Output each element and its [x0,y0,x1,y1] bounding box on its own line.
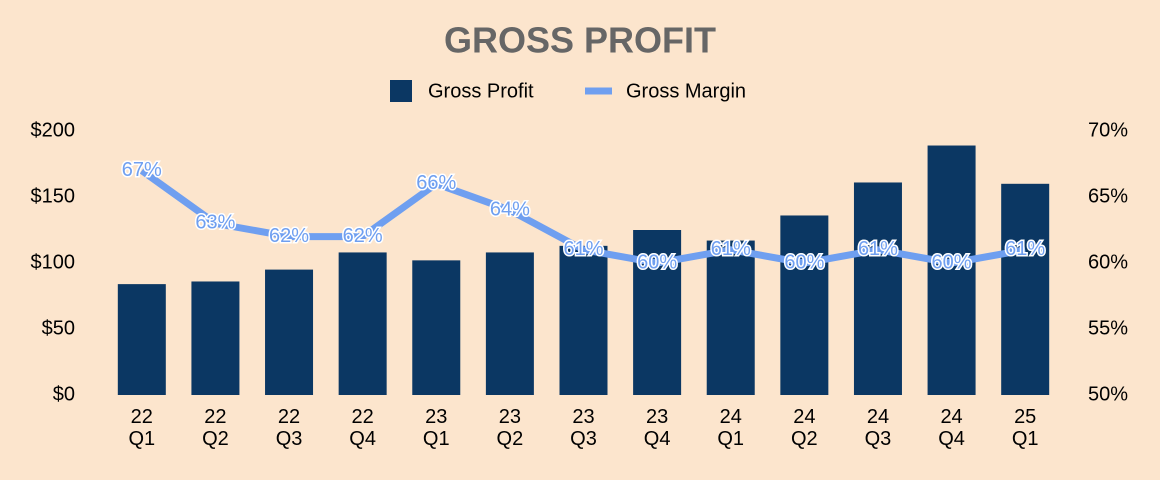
y-tick-label: $150 [31,185,76,207]
y-tick-label: $0 [53,383,75,405]
x-tick-label: 22 Q3 [275,406,303,450]
x-tick-label: 22 Q1 [128,406,156,450]
bar [853,182,902,395]
legend-label: Gross Margin [626,80,746,102]
bar [485,252,534,395]
x-tick-label: 23 Q3 [570,406,597,450]
y-tick-label: $100 [31,251,76,273]
data-label: 60% [932,251,972,273]
x-tick-label: 22 Q4 [349,406,376,450]
data-label: 66% [416,172,456,194]
x-tick-label: 24 Q2 [791,406,818,450]
bar [706,240,755,395]
data-label: 62% [269,225,309,247]
data-label: 61% [563,238,603,260]
x-tick-label: 23 Q2 [496,406,524,450]
data-label: 61% [858,238,898,260]
data-label: 67% [122,159,162,181]
data-label: 62% [343,225,383,247]
line [139,167,1026,267]
x-tick-label: 24 Q1 [717,406,745,450]
chart-title: GROSS PROFIT [444,20,716,61]
bar [559,245,608,395]
data-label: 60% [637,251,677,273]
bar [338,252,387,395]
x-tick-label: 24 Q3 [864,406,892,450]
legend-label: Gross Profit [428,80,534,102]
x-tick-label: 23 Q1 [422,406,450,450]
data-label: 63% [195,212,235,234]
bar [1001,183,1050,395]
legend-swatch [390,80,412,102]
y2-tick-label: 55% [1088,317,1128,339]
x-tick-label: 23 Q4 [643,406,671,450]
y2-tick-label: 60% [1088,251,1128,273]
x-tick-label: 22 Q2 [202,406,229,450]
data-label: 64% [490,198,530,220]
bar [780,215,829,395]
y2-tick-label: 50% [1088,383,1128,405]
bar [927,145,976,395]
y2-tick-label: 70% [1088,119,1128,141]
bar [412,260,461,395]
y2-tick-label: 65% [1088,185,1128,207]
bar [117,284,166,395]
data-label: 60% [784,251,824,273]
y-tick-label: $50 [42,317,75,339]
bar [191,281,240,395]
x-tick-label: 24 Q4 [938,406,965,450]
bar [265,269,314,395]
data-label: 61% [1005,238,1045,260]
x-tick-label: 25 Q1 [1011,406,1039,450]
y-tick-label: $200 [31,119,76,141]
data-label: 61% [711,238,751,260]
